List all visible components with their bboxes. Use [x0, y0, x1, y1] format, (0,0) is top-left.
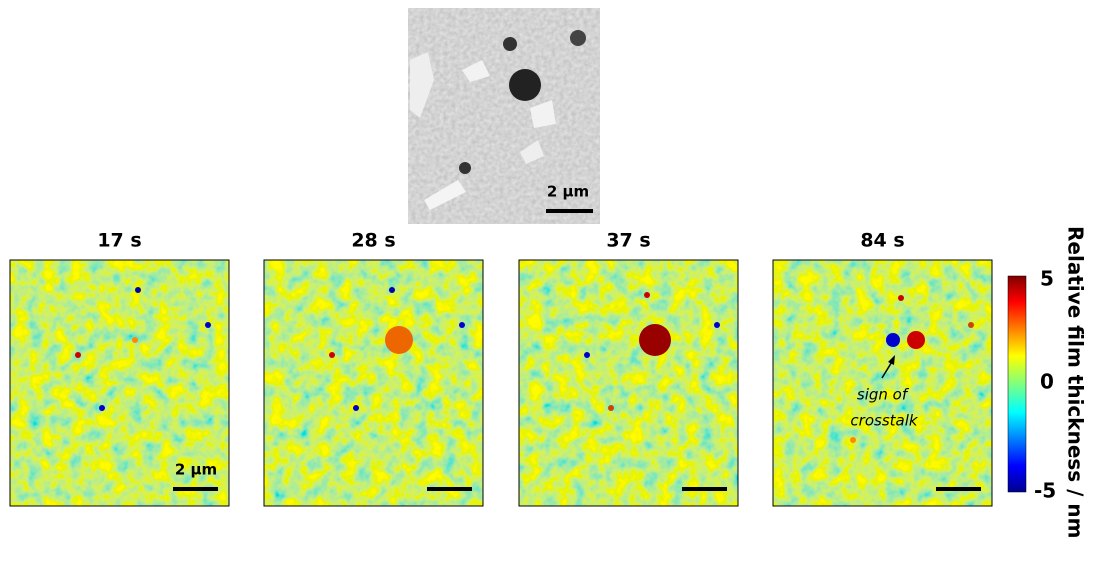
feature: [886, 333, 900, 347]
feature: [850, 437, 856, 443]
scale-bar-label: 2 µm: [175, 461, 217, 479]
colorbar-label: Relative film thickness / nm: [1064, 226, 1088, 539]
panel-title: 17 s: [97, 230, 141, 252]
feature: [459, 322, 465, 328]
colorbar: 5 0 -5 Relative film thickness / nm: [1007, 226, 1088, 539]
annotation: sign of crosstalk: [850, 355, 919, 430]
panel-border: [9, 259, 230, 507]
scale-bar-label: 2 µm: [547, 183, 589, 201]
feature: [75, 352, 81, 358]
feature: [99, 405, 105, 411]
feature: [714, 322, 720, 328]
sem-image: 2 µm: [408, 8, 600, 224]
colorbar-tick: 0: [1040, 370, 1054, 394]
panel-title: 37 s: [606, 230, 650, 252]
feature: [644, 292, 650, 298]
annotation-line: crosstalk: [850, 412, 918, 430]
feature: [608, 405, 614, 411]
feature: [907, 331, 925, 349]
thickness-map: [773, 260, 992, 506]
colorbar-tick: 5: [1040, 267, 1054, 291]
annotation-line: sign of: [857, 386, 910, 404]
feature: [135, 287, 141, 293]
thickness-map: [10, 260, 229, 506]
feature: [132, 337, 138, 343]
feature: [584, 352, 590, 358]
thickness-map: [519, 260, 738, 506]
feature: [329, 352, 335, 358]
panel-border: [263, 259, 484, 507]
panel-title: 84 s: [860, 230, 904, 252]
colorbar-tick: -5: [1034, 479, 1056, 503]
feature: [639, 324, 671, 356]
feature: [389, 287, 395, 293]
thickness-map: [264, 260, 483, 506]
feature: [353, 405, 359, 411]
panel-border: [518, 259, 739, 507]
panels: 17 s 2 µm 28 s 37 s 84 s: [9, 230, 993, 507]
feature: [898, 295, 904, 301]
panel-border: [772, 259, 993, 507]
feature: [205, 322, 211, 328]
panel-title: 28 s: [351, 230, 395, 252]
feature: [968, 322, 974, 328]
feature: [385, 326, 413, 354]
